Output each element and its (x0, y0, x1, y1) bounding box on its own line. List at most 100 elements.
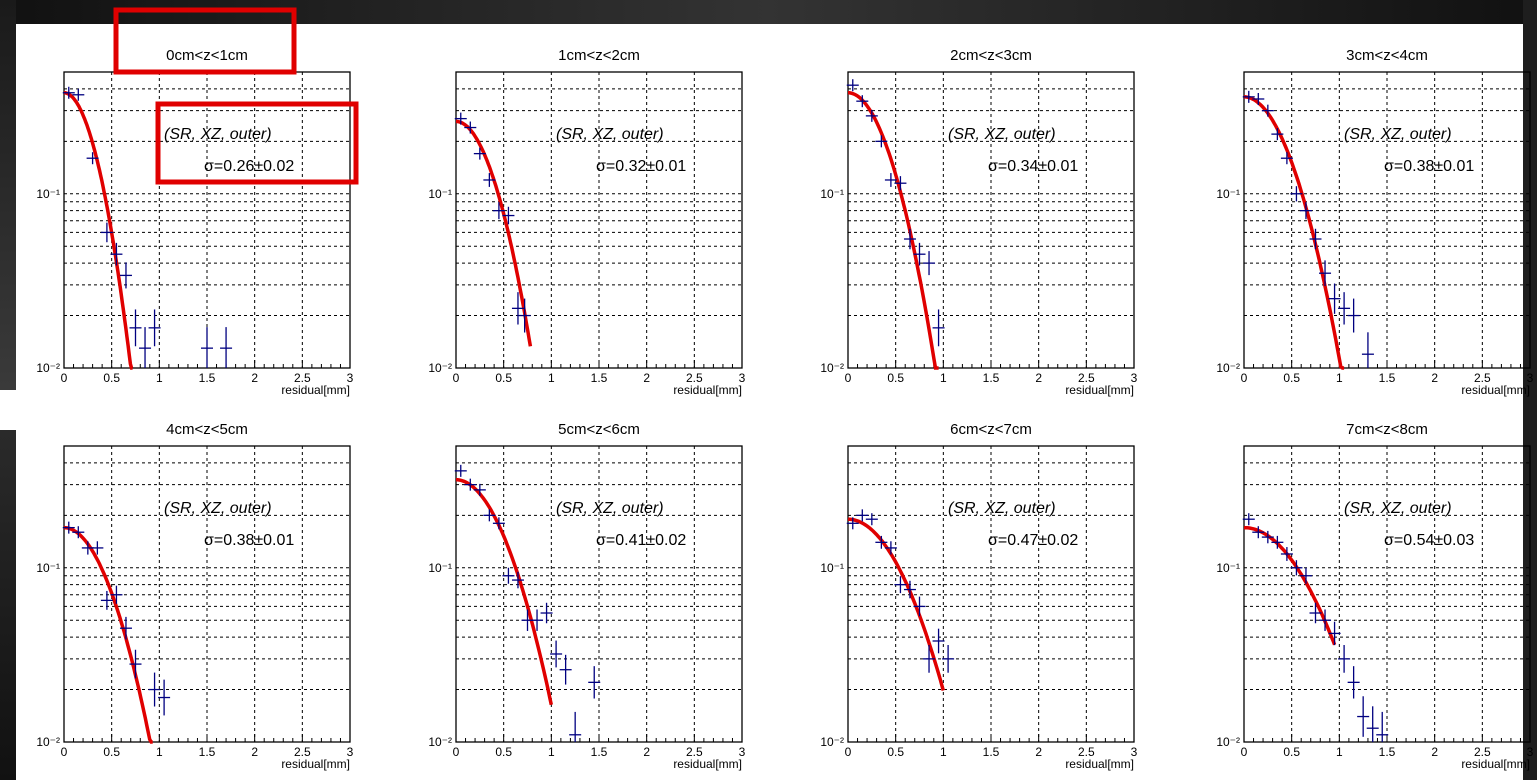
legend-label: (SR, XZ, outer) (948, 126, 1056, 143)
data-point (139, 327, 152, 368)
legend-label: (SR, XZ, outer) (164, 126, 272, 143)
x-tick-label: 3 (1527, 745, 1534, 759)
data-point (932, 309, 945, 347)
x-axis-label: residual[mm] (1461, 757, 1530, 771)
data-point (1309, 228, 1322, 250)
legend-label: (SR, XZ, outer) (556, 500, 664, 517)
x-tick-label: 1.5 (199, 745, 216, 759)
data-point (1357, 696, 1370, 737)
data-point (894, 176, 907, 191)
x-axis-label: residual[mm] (281, 757, 350, 771)
y-tick-label: 10⁻² (820, 361, 844, 375)
data-point (454, 464, 467, 477)
fit-curve (456, 119, 533, 347)
legend-label: (SR, XZ, outer) (1344, 500, 1452, 517)
x-axis-label: residual[mm] (673, 757, 742, 771)
x-tick-label: 0 (845, 371, 852, 385)
data-point (1328, 621, 1341, 646)
x-ticks (455, 734, 743, 742)
x-tick-label: 1 (940, 371, 947, 385)
x-tick-label: 1 (156, 745, 163, 759)
data-point (62, 86, 75, 99)
background-left-strip-bottom (0, 430, 16, 780)
x-axis-label: residual[mm] (1065, 757, 1134, 771)
x-axis-label: residual[mm] (673, 383, 742, 397)
sigma-label: σ=0.38±0.01 (1384, 158, 1474, 175)
fit-curve (848, 91, 939, 370)
panel-gridlines (848, 72, 1134, 368)
data-point (454, 112, 467, 125)
data-point (511, 292, 524, 325)
data-point (100, 222, 113, 243)
x-tick-label: 1 (156, 371, 163, 385)
data-point (884, 173, 897, 187)
x-ticks (63, 734, 351, 742)
x-tick-label: 2.5 (294, 745, 311, 759)
x-tick-label: 1 (1336, 371, 1343, 385)
y-tick-label: 10⁻¹ (1216, 187, 1240, 201)
data-point (158, 679, 171, 716)
sigma-label: σ=0.34±0.01 (988, 158, 1078, 175)
legend-highlight-box (155, 101, 359, 185)
chart-title: 0cm<z<1cm (166, 47, 248, 64)
data-point (1347, 666, 1360, 699)
x-tick-label: 0.5 (1283, 371, 1300, 385)
data-points (1242, 90, 1374, 368)
data-point (86, 152, 99, 165)
data-point (540, 602, 553, 624)
x-tick-label: 0.5 (103, 371, 120, 385)
panel-gridlines (456, 72, 742, 368)
chart-title: 6cm<z<7cm (950, 421, 1032, 438)
x-axis-label: residual[mm] (1065, 383, 1134, 397)
x-tick-label: 2 (643, 745, 650, 759)
panel-gridlines (848, 446, 1134, 742)
data-point (1338, 645, 1351, 673)
data-points (1242, 513, 1389, 742)
x-ticks (455, 360, 743, 368)
x-tick-label: 1.5 (1379, 371, 1396, 385)
x-ticks (847, 734, 1135, 742)
data-point (1299, 567, 1312, 584)
panel-gridlines (456, 446, 742, 742)
data-point (1290, 186, 1303, 202)
x-tick-label: 2 (1431, 371, 1438, 385)
data-points (846, 79, 945, 347)
sigma-label: σ=0.47±0.02 (988, 532, 1078, 549)
data-point (856, 509, 869, 522)
data-point (62, 521, 75, 534)
x-tick-label: 2 (1035, 745, 1042, 759)
sigma-label: σ=0.54±0.03 (1384, 532, 1474, 549)
data-point (464, 478, 477, 491)
y-tick-label: 10⁻¹ (820, 187, 844, 201)
chart-title: 4cm<z<5cm (166, 421, 248, 438)
sigma-label: σ=0.41±0.02 (596, 532, 686, 549)
data-point (129, 309, 142, 347)
fit-curve (1244, 95, 1345, 370)
x-tick-label: 0.5 (103, 745, 120, 759)
data-point (942, 645, 955, 673)
data-point (100, 590, 113, 610)
x-tick-label: 0 (453, 371, 460, 385)
fit-curve (456, 478, 554, 706)
data-point (502, 206, 515, 225)
x-tick-label: 2 (1035, 371, 1042, 385)
data-point (531, 609, 544, 631)
y-tick-label: 10⁻² (820, 735, 844, 749)
x-tick-label: 3 (1131, 745, 1138, 759)
data-point (903, 580, 916, 599)
data-point (492, 517, 505, 530)
data-point (1309, 602, 1322, 624)
data-points (62, 86, 233, 368)
x-tick-label: 0 (1241, 745, 1248, 759)
x-tick-label: 2.5 (294, 371, 311, 385)
data-point (518, 298, 531, 333)
data-point (1290, 560, 1303, 576)
fit-curve (1243, 525, 1337, 646)
x-tick-label: 0 (61, 745, 68, 759)
data-point (110, 242, 123, 266)
x-tick-label: 2 (251, 371, 258, 385)
x-tick-label: 1.5 (591, 371, 608, 385)
legend-label: (SR, XZ, outer) (556, 126, 664, 143)
